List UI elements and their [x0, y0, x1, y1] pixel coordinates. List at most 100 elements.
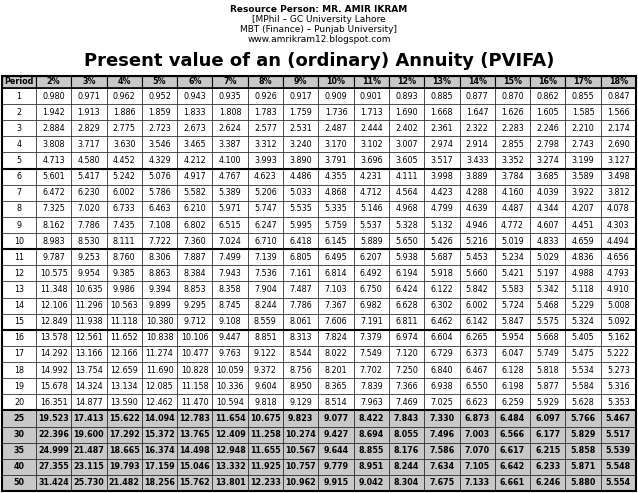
- Bar: [495, 120, 530, 137]
- Text: 6.733: 6.733: [113, 205, 135, 213]
- Text: 6.259: 6.259: [501, 398, 524, 407]
- Bar: [459, 426, 495, 443]
- Text: 3.784: 3.784: [501, 172, 524, 181]
- Bar: [495, 104, 530, 120]
- Bar: [71, 459, 107, 475]
- Bar: [530, 120, 565, 137]
- Bar: [71, 426, 107, 443]
- Text: 5.724: 5.724: [501, 301, 524, 310]
- Bar: [248, 120, 283, 137]
- Bar: [495, 459, 530, 475]
- Text: 6.247: 6.247: [254, 220, 277, 230]
- Text: 6.265: 6.265: [466, 333, 489, 342]
- Bar: [71, 282, 107, 298]
- Bar: [142, 233, 177, 249]
- Text: 8: 8: [17, 205, 22, 213]
- Bar: [177, 426, 212, 443]
- Text: 13.590: 13.590: [110, 398, 138, 407]
- Text: 9.818: 9.818: [254, 398, 277, 407]
- Text: 7.702: 7.702: [360, 366, 383, 375]
- Bar: [495, 443, 530, 459]
- Text: 7.606: 7.606: [325, 317, 347, 326]
- Bar: [424, 233, 459, 249]
- Text: 5.162: 5.162: [607, 333, 630, 342]
- Text: 7.499: 7.499: [219, 253, 242, 262]
- Text: 0.909: 0.909: [325, 92, 347, 101]
- Text: 4: 4: [17, 140, 22, 149]
- Text: 10: 10: [14, 237, 24, 246]
- Bar: [177, 217, 212, 233]
- Bar: [142, 330, 177, 346]
- Text: 13.134: 13.134: [110, 382, 138, 391]
- Text: [MPhil – GC University Lahore: [MPhil – GC University Lahore: [252, 15, 386, 25]
- Bar: [353, 282, 389, 298]
- Text: 7.675: 7.675: [429, 478, 454, 488]
- Bar: [36, 426, 71, 443]
- Text: 9.129: 9.129: [289, 398, 312, 407]
- Text: 10.594: 10.594: [216, 398, 244, 407]
- Bar: [283, 378, 318, 394]
- Text: 8.756: 8.756: [289, 366, 312, 375]
- Bar: [565, 443, 601, 459]
- Text: 5.118: 5.118: [572, 285, 595, 294]
- Bar: [2, 76, 36, 88]
- Text: 6.128: 6.128: [501, 366, 524, 375]
- Bar: [353, 314, 389, 330]
- Text: 3: 3: [17, 124, 22, 133]
- Bar: [107, 346, 142, 362]
- Bar: [248, 443, 283, 459]
- Bar: [565, 76, 601, 88]
- Bar: [601, 265, 636, 282]
- Text: 6.484: 6.484: [500, 414, 525, 423]
- Text: 4.564: 4.564: [396, 188, 418, 197]
- Text: 7.250: 7.250: [395, 366, 418, 375]
- Text: 11.470: 11.470: [181, 398, 209, 407]
- Text: 3.696: 3.696: [360, 156, 383, 165]
- Text: 5.786: 5.786: [148, 188, 171, 197]
- Bar: [142, 88, 177, 104]
- Text: 5.601: 5.601: [42, 172, 65, 181]
- Text: 2.322: 2.322: [466, 124, 489, 133]
- Text: 2.246: 2.246: [537, 124, 559, 133]
- Text: 5.092: 5.092: [607, 317, 630, 326]
- Text: 0.926: 0.926: [254, 92, 277, 101]
- Text: 5.759: 5.759: [325, 220, 348, 230]
- Bar: [107, 330, 142, 346]
- Bar: [283, 76, 318, 88]
- Text: 7.839: 7.839: [360, 382, 383, 391]
- Text: 5.076: 5.076: [148, 172, 171, 181]
- Text: 11.938: 11.938: [75, 317, 103, 326]
- Bar: [424, 475, 459, 491]
- Text: 8%: 8%: [258, 77, 272, 86]
- Bar: [601, 394, 636, 410]
- Text: 5.453: 5.453: [466, 253, 489, 262]
- Bar: [353, 298, 389, 314]
- Text: 4.799: 4.799: [431, 205, 454, 213]
- Bar: [107, 152, 142, 169]
- Text: 5.829: 5.829: [570, 430, 596, 439]
- Bar: [177, 88, 212, 104]
- Bar: [565, 314, 601, 330]
- Text: 0.862: 0.862: [537, 92, 559, 101]
- Text: 0.952: 0.952: [148, 92, 171, 101]
- Bar: [495, 410, 530, 426]
- Bar: [565, 217, 601, 233]
- Text: 1.566: 1.566: [607, 107, 630, 117]
- Bar: [389, 362, 424, 378]
- Text: 4.423: 4.423: [431, 188, 453, 197]
- Bar: [565, 459, 601, 475]
- Text: 7.360: 7.360: [184, 237, 206, 246]
- Bar: [2, 362, 36, 378]
- Text: 10.274: 10.274: [285, 430, 316, 439]
- Text: 7.549: 7.549: [360, 350, 383, 358]
- Text: 7.824: 7.824: [325, 333, 347, 342]
- Bar: [2, 233, 36, 249]
- Bar: [36, 265, 71, 282]
- Text: 9.954: 9.954: [77, 269, 100, 278]
- Text: 0.962: 0.962: [113, 92, 136, 101]
- Text: 8.422: 8.422: [359, 414, 384, 423]
- Text: 8.111: 8.111: [113, 237, 135, 246]
- Text: 7.003: 7.003: [464, 430, 490, 439]
- Bar: [283, 88, 318, 104]
- Text: 15.372: 15.372: [144, 430, 175, 439]
